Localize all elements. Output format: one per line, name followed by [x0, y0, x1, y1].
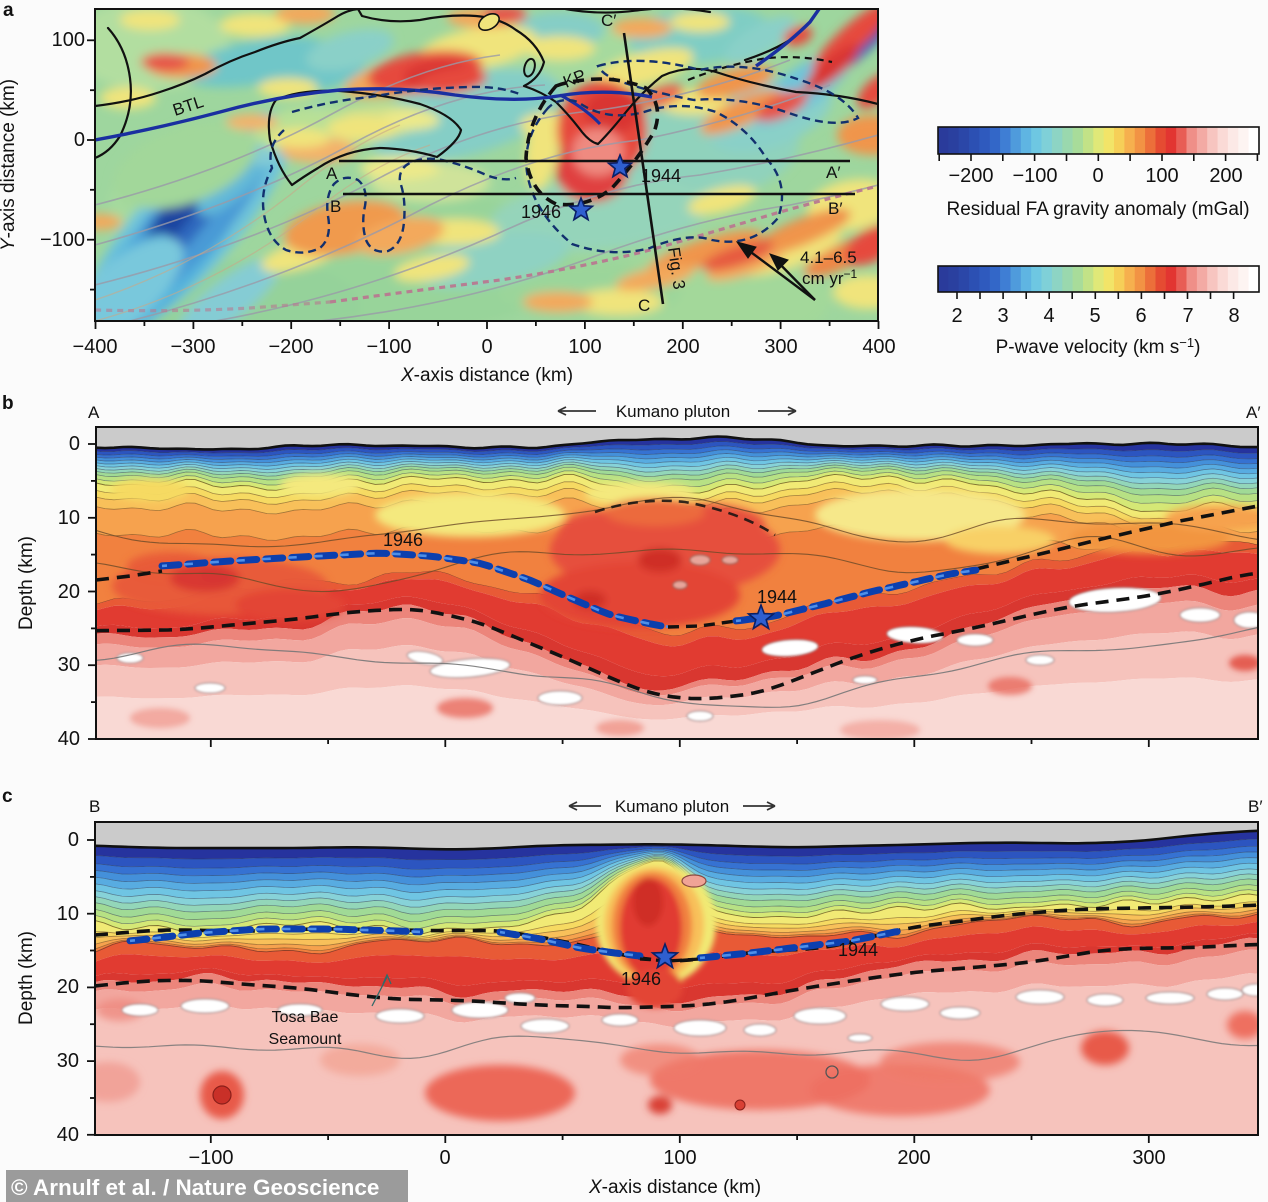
svg-text:0: 0	[69, 433, 80, 455]
svg-text:−100: −100	[1012, 165, 1057, 187]
svg-text:10: 10	[58, 507, 80, 529]
svg-text:Kumano pluton: Kumano pluton	[616, 402, 730, 421]
svg-text:A: A	[88, 403, 100, 422]
svg-text:400: 400	[862, 336, 895, 358]
svg-text:0: 0	[481, 336, 492, 358]
svg-text:−100: −100	[366, 336, 411, 358]
svg-text:1944: 1944	[757, 587, 797, 607]
svg-text:200: 200	[1209, 165, 1242, 187]
svg-text:−100: −100	[40, 229, 85, 251]
svg-text:30: 30	[57, 1050, 79, 1072]
svg-text:0: 0	[68, 829, 79, 851]
svg-text:40: 40	[58, 728, 80, 750]
svg-text:100: 100	[568, 336, 601, 358]
svg-text:0: 0	[74, 129, 85, 151]
svg-text:1944: 1944	[838, 940, 878, 960]
svg-text:A′: A′	[1246, 403, 1261, 422]
svg-text:1946: 1946	[521, 202, 561, 222]
svg-text:Kumano pluton: Kumano pluton	[615, 797, 729, 816]
svg-text:Depth (km): Depth (km)	[16, 536, 37, 630]
svg-text:B′: B′	[828, 199, 843, 218]
svg-text:200: 200	[666, 336, 699, 358]
svg-text:−100: −100	[188, 1147, 233, 1169]
svg-text:100: 100	[52, 29, 85, 51]
svg-text:Depth (km): Depth (km)	[16, 931, 37, 1025]
svg-text:−300: −300	[170, 336, 215, 358]
svg-text:P-wave velocity (km s−1): P-wave velocity (km s−1)	[996, 335, 1201, 358]
svg-text:B: B	[89, 797, 100, 816]
svg-text:−400: −400	[72, 336, 117, 358]
svg-text:1946: 1946	[383, 530, 423, 550]
svg-text:20: 20	[57, 976, 79, 998]
svg-text:4: 4	[1043, 305, 1054, 327]
svg-text:−200: −200	[268, 336, 313, 358]
svg-text:3: 3	[997, 305, 1008, 327]
svg-text:b: b	[2, 393, 14, 414]
svg-text:c: c	[2, 786, 13, 807]
svg-text:200: 200	[897, 1147, 930, 1169]
svg-text:5: 5	[1089, 305, 1100, 327]
svg-text:300: 300	[764, 336, 797, 358]
svg-text:0: 0	[439, 1147, 450, 1169]
svg-text:8: 8	[1228, 305, 1239, 327]
svg-text:100: 100	[663, 1147, 696, 1169]
svg-text:B: B	[330, 197, 341, 216]
svg-text:X-axis distance (km): X-axis distance (km)	[588, 1177, 761, 1198]
svg-text:30: 30	[58, 654, 80, 676]
svg-text:C′: C′	[601, 11, 616, 30]
svg-text:20: 20	[58, 581, 80, 603]
svg-text:A′: A′	[826, 163, 841, 182]
svg-text:4.1–6.5: 4.1–6.5	[800, 248, 857, 267]
svg-text:a: a	[3, 0, 14, 21]
svg-text:7: 7	[1182, 305, 1193, 327]
svg-text:X-axis distance (km): X-axis distance (km)	[400, 365, 573, 386]
svg-text:100: 100	[1145, 165, 1178, 187]
svg-text:B′: B′	[1248, 797, 1263, 816]
svg-text:1944: 1944	[641, 166, 681, 186]
svg-text:300: 300	[1132, 1147, 1165, 1169]
svg-text:© Arnulf et al. / Nature Geosc: © Arnulf et al. / Nature Geoscience	[11, 1175, 379, 1200]
svg-text:1946: 1946	[621, 969, 661, 989]
svg-text:C: C	[638, 296, 650, 315]
svg-text:40: 40	[57, 1124, 79, 1146]
svg-text:A: A	[326, 164, 338, 183]
svg-text:Residual FA gravity anomaly (m: Residual FA gravity anomaly (mGal)	[946, 199, 1249, 220]
svg-text:Seamount: Seamount	[269, 1031, 342, 1048]
svg-text:2: 2	[951, 305, 962, 327]
svg-text:10: 10	[57, 903, 79, 925]
svg-text:0: 0	[1092, 165, 1103, 187]
svg-text:−200: −200	[948, 165, 993, 187]
svg-text:Tosa Bae: Tosa Bae	[272, 1009, 339, 1026]
svg-text:6: 6	[1135, 305, 1146, 327]
svg-text:Y-axis distance (km): Y-axis distance (km)	[0, 79, 19, 251]
